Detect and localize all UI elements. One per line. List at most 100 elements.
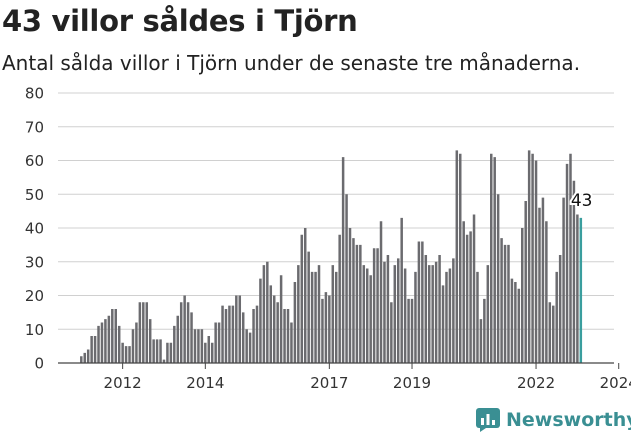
- bar: [124, 346, 128, 363]
- bar: [448, 268, 452, 363]
- bar: [317, 265, 321, 363]
- chart-title: 43 villor såldes i Tjörn: [2, 4, 358, 38]
- bar: [455, 150, 459, 363]
- y-tick-label: 20: [25, 287, 44, 305]
- x-tick-label: 2014: [186, 374, 224, 392]
- bar: [321, 298, 324, 363]
- bar: [324, 292, 328, 363]
- bar: [159, 339, 162, 363]
- bar: [545, 221, 548, 363]
- bar: [162, 359, 166, 363]
- bar: [376, 248, 379, 363]
- bar: [541, 197, 545, 363]
- y-tick-label: 70: [25, 118, 44, 136]
- bar: [155, 339, 159, 363]
- bar: [266, 261, 269, 363]
- bar: [310, 271, 314, 363]
- bar: [386, 255, 390, 363]
- bar: [328, 295, 331, 363]
- bar: [514, 282, 517, 363]
- bar: [238, 295, 242, 363]
- bar: [490, 153, 493, 363]
- bar: [117, 325, 121, 363]
- bar: [86, 349, 90, 363]
- bar: [183, 295, 186, 363]
- bar: [262, 265, 266, 363]
- bar: [400, 217, 403, 363]
- bar: [210, 342, 214, 363]
- bar: [303, 228, 307, 363]
- bar: [152, 339, 155, 363]
- bar: [255, 305, 259, 363]
- bar: [496, 194, 500, 363]
- bar: [421, 241, 424, 363]
- bar: [197, 329, 200, 363]
- bar: [331, 265, 335, 363]
- bar: [145, 302, 149, 363]
- bar: [434, 261, 438, 363]
- bar: [393, 265, 397, 363]
- bar: [300, 234, 304, 363]
- bar: [93, 336, 97, 363]
- y-tick-label: 40: [25, 220, 44, 238]
- y-tick-label: 50: [25, 186, 44, 204]
- bar: [414, 271, 417, 363]
- bar: [572, 180, 576, 363]
- bar: [348, 228, 352, 363]
- bar: [359, 244, 362, 363]
- bar: [100, 322, 104, 363]
- latest-value-label: 43: [571, 191, 593, 211]
- bar: [527, 150, 531, 363]
- bar: [83, 352, 86, 363]
- bar: [472, 214, 476, 363]
- bar: [283, 309, 286, 363]
- bar: [107, 315, 111, 363]
- bar: [500, 238, 503, 363]
- bar: [111, 309, 114, 363]
- bar: [252, 309, 255, 363]
- bar: [334, 271, 338, 363]
- bar: [517, 288, 521, 363]
- bar: [459, 153, 462, 363]
- bar: [290, 322, 293, 363]
- bar: [193, 329, 197, 363]
- bar: [555, 271, 558, 363]
- bar: [403, 268, 407, 363]
- bar-latest: [579, 217, 583, 363]
- bar: [503, 244, 507, 363]
- x-tick-label: 2022: [517, 374, 555, 392]
- bar: [297, 265, 300, 363]
- bar: [486, 265, 490, 363]
- bar: [190, 312, 193, 363]
- bar: [493, 157, 496, 363]
- bar: [138, 302, 142, 363]
- bar: [452, 258, 455, 363]
- bar: [114, 309, 117, 363]
- bar: [441, 285, 445, 363]
- newsworthy-logo-icon: [476, 408, 500, 432]
- bar: [407, 298, 410, 363]
- bar: [97, 325, 100, 363]
- bar: [179, 302, 183, 363]
- bar: [538, 207, 541, 363]
- bar: [479, 319, 483, 363]
- bar: [558, 255, 562, 363]
- bar: [338, 234, 341, 363]
- bar: [352, 238, 355, 363]
- bar: [80, 356, 83, 363]
- bar: [438, 255, 441, 363]
- bar: [462, 221, 465, 363]
- bar: [396, 258, 400, 363]
- bar: [276, 302, 279, 363]
- bar: [166, 342, 169, 363]
- bar: [269, 285, 273, 363]
- bar: [176, 315, 180, 363]
- bar: [200, 329, 204, 363]
- brand-name: Newsworthy: [506, 409, 631, 431]
- bar: [131, 329, 135, 363]
- bar: [104, 319, 107, 363]
- bar: [427, 265, 431, 363]
- bar: [576, 214, 579, 363]
